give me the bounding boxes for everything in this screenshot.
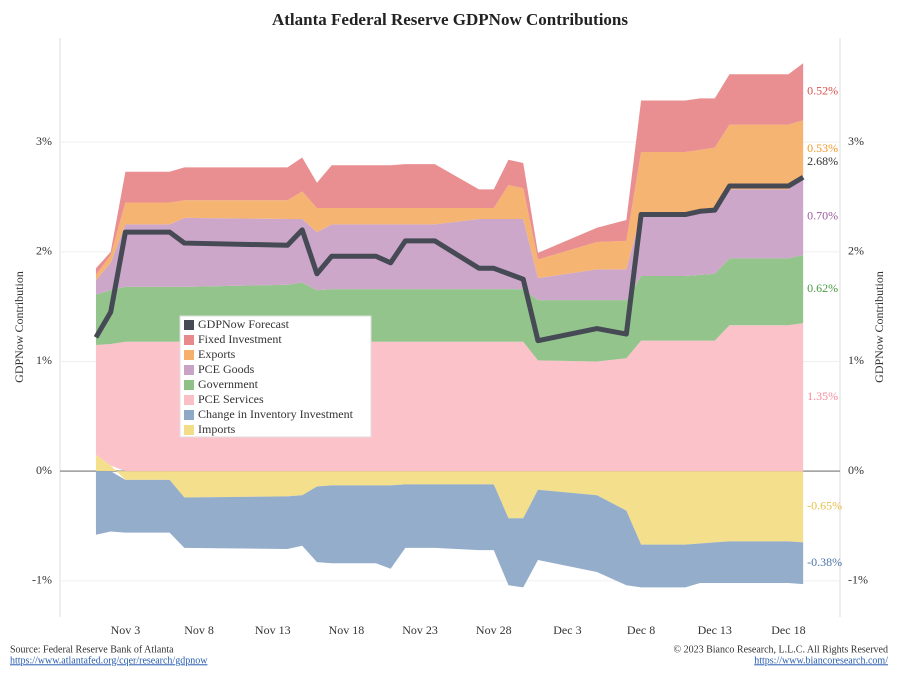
legend-swatch bbox=[184, 395, 194, 405]
value-label: -0.65% bbox=[807, 499, 842, 513]
legend-label: PCE Services bbox=[198, 392, 264, 406]
legend-swatch bbox=[184, 350, 194, 360]
overlay: 2.68% 0.52% 0.53% 0.70% 0.62% 1.35% -0.38% -0.6… bbox=[93, 83, 842, 569]
x-tick-label: Nov 3 bbox=[111, 623, 141, 637]
legend-label: Change in Inventory Investment bbox=[198, 407, 354, 421]
area bbox=[95, 471, 804, 588]
y2-tick-label: 2% bbox=[848, 244, 864, 258]
y2-tick-label: 1% bbox=[848, 353, 864, 367]
y-tick-label: 3% bbox=[36, 134, 52, 148]
x-tick-label: Dec 3 bbox=[553, 623, 581, 637]
x-tick-label: Dec 18 bbox=[771, 623, 805, 637]
legend-swatch bbox=[184, 320, 194, 330]
y2-tick-label: 3% bbox=[848, 134, 864, 148]
legend-label: GDPNow Forecast bbox=[198, 317, 290, 331]
legend-label: PCE Goods bbox=[198, 362, 255, 376]
legend-label: Fixed Investment bbox=[198, 332, 282, 346]
x-tick-label: Nov 28 bbox=[476, 623, 512, 637]
area bbox=[95, 454, 804, 545]
source-url[interactable]: https://www.atlantafed.org/cqer/research… bbox=[10, 655, 208, 666]
legend-swatch bbox=[184, 335, 194, 345]
x-tick-label: Dec 13 bbox=[698, 623, 732, 637]
y-tick-label: 2% bbox=[36, 244, 52, 258]
value-label: 0.62% bbox=[807, 281, 838, 295]
legend-swatch bbox=[184, 365, 194, 375]
legend-swatch bbox=[184, 380, 194, 390]
legend-label: Government bbox=[198, 377, 259, 391]
x-tick-label: Nov 18 bbox=[329, 623, 365, 637]
value-label: 1.35% bbox=[807, 389, 838, 403]
legend-swatch bbox=[184, 425, 194, 435]
y2-tick-label: 0% bbox=[848, 463, 864, 477]
x-tick-label: Dec 8 bbox=[627, 623, 655, 637]
x-tick-label: Nov 8 bbox=[184, 623, 214, 637]
copyright-url[interactable]: https://www.biancoresearch.com/ bbox=[754, 655, 888, 666]
x-tick-label: Nov 23 bbox=[402, 623, 438, 637]
value-label: 0.53% bbox=[807, 141, 838, 155]
legend-label: Exports bbox=[198, 347, 236, 361]
source: Source: Federal Reserve Bank of Atlanta bbox=[10, 644, 174, 655]
legend-swatch bbox=[184, 410, 194, 420]
legend-label: Imports bbox=[198, 422, 236, 436]
value-label: 0.70% bbox=[807, 208, 838, 222]
value-label: -0.38% bbox=[807, 555, 842, 569]
y-tick-label: 1% bbox=[36, 353, 52, 367]
forecast-line bbox=[93, 175, 805, 344]
y2-axis-label: GDPNow Contribution bbox=[872, 271, 886, 383]
y2-tick-label: -1% bbox=[848, 573, 868, 587]
area bbox=[95, 178, 804, 301]
value-label: 0.52% bbox=[807, 83, 838, 97]
area bbox=[95, 120, 804, 281]
area bbox=[95, 63, 804, 275]
y-tick-label: 0% bbox=[36, 463, 52, 477]
legend-box bbox=[179, 315, 372, 438]
value-label: 2.68% bbox=[807, 154, 838, 168]
chart-title: Atlanta Federal Reserve GDPNow Contribut… bbox=[272, 10, 628, 29]
copyright: © 2023 Bianco Research, L.L.C. All Right… bbox=[673, 644, 888, 655]
y-axis-label: GDPNow Contribution bbox=[12, 271, 26, 383]
y-tick-label: -1% bbox=[32, 573, 52, 587]
x-tick-label: Nov 13 bbox=[255, 623, 291, 637]
